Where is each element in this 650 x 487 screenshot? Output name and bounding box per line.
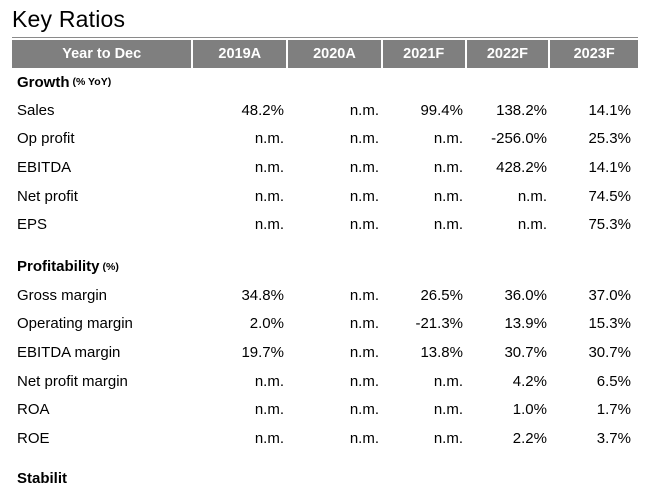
section-unit: (% YoY) [72, 76, 112, 88]
header-2021f: 2021F [382, 40, 465, 68]
cell-2020a: n.m. [349, 158, 379, 176]
cell-2020a: n.m. [349, 216, 379, 234]
row-label: Net profit margin [17, 372, 128, 390]
row-label: Gross margin [17, 286, 108, 304]
cell-2022f: 1.0% [512, 401, 547, 419]
cell-2021f: n.m. [433, 401, 463, 419]
cell-2020a: n.m. [349, 130, 379, 148]
cell-2019a: n.m. [254, 187, 284, 205]
cell-2022f: 2.2% [512, 429, 547, 447]
cell-2020a: n.m. [349, 315, 379, 333]
cell-2019a: n.m. [254, 216, 284, 234]
section-spacer [12, 239, 638, 253]
cell-2023f: 1.7% [596, 401, 631, 419]
cell-2023f: 15.3% [588, 315, 631, 333]
cell-2019a: 2.0% [249, 315, 284, 333]
table-row: ROE n.m. n.m. n.m. 2.2% 3.7% [12, 424, 638, 453]
row-label: EBITDA margin [17, 343, 121, 361]
section-title: Profitability [17, 258, 100, 276]
section-profitability: Profitability (%) [12, 253, 638, 281]
table-row: Gross margin 34.8% n.m. 26.5% 36.0% 37.0… [12, 281, 638, 310]
row-label: EBITDA [17, 158, 72, 176]
cell-2022f: 4.2% [512, 372, 547, 390]
cell-2023f: 14.1% [588, 101, 631, 119]
table-row: Operating margin 2.0% n.m. -21.3% 13.9% … [12, 310, 638, 339]
row-label: Operating margin [17, 315, 133, 333]
cell-2021f: 26.5% [420, 286, 463, 304]
cell-2020a: n.m. [349, 187, 379, 205]
cell-2021f: 99.4% [420, 101, 463, 119]
cell-2020a: n.m. [349, 372, 379, 390]
cell-2023f: 37.0% [588, 286, 631, 304]
cell-2021f: n.m. [433, 187, 463, 205]
header-2019a: 2019A [193, 40, 287, 68]
cell-2023f: 75.3% [588, 216, 631, 234]
cell-2023f: 14.1% [588, 158, 631, 176]
cell-2022f: 30.7% [504, 343, 547, 361]
header-2022f: 2022F [466, 40, 549, 68]
table-header: Year to Dec 2019A 2020A 2021F 2022F 2023… [12, 40, 639, 68]
table-row: Net profit n.m. n.m. n.m. n.m. 74.5% [12, 182, 638, 211]
table-row: Sales 48.2% n.m. 99.4% 138.2% 14.1% [12, 96, 638, 125]
cell-2021f: n.m. [433, 429, 463, 447]
header-year-to-dec: Year to Dec [12, 40, 192, 68]
cell-2020a: n.m. [349, 101, 379, 119]
title-divider [12, 37, 638, 38]
cell-2019a: n.m. [254, 401, 284, 419]
cell-2019a: 19.7% [241, 343, 284, 361]
table-row: ROA n.m. n.m. n.m. 1.0% 1.7% [12, 395, 638, 424]
row-label: EPS [17, 216, 48, 234]
cell-2019a: n.m. [254, 158, 284, 176]
cell-2019a: 48.2% [241, 101, 284, 119]
cell-2020a: n.m. [349, 429, 379, 447]
cell-2022f: n.m. [517, 216, 547, 234]
section-growth: Growth (% YoY) [12, 68, 638, 96]
row-label: Sales [17, 101, 55, 119]
row-label: Op profit [17, 130, 75, 148]
table-row: Op profit n.m. n.m. n.m. -256.0% 25.3% [12, 125, 638, 154]
cell-2023f: 3.7% [596, 429, 631, 447]
row-label: ROE [17, 429, 50, 447]
cell-2023f: 30.7% [588, 343, 631, 361]
cell-2022f: 36.0% [504, 286, 547, 304]
row-label: ROA [17, 401, 50, 419]
cell-2019a: 34.8% [241, 286, 284, 304]
cell-2023f: 6.5% [596, 372, 631, 390]
cell-2021f: n.m. [433, 130, 463, 148]
cell-2022f: 13.9% [504, 315, 547, 333]
section-unit: (%) [102, 260, 119, 273]
row-label: Net profit [17, 187, 78, 205]
cell-2020a: n.m. [349, 401, 379, 419]
cell-2019a: n.m. [254, 372, 284, 390]
cell-2023f: 74.5% [588, 187, 631, 205]
cell-2023f: 25.3% [588, 130, 631, 148]
table-row: EBITDA n.m. n.m. n.m. 428.2% 14.1% [12, 153, 638, 182]
cell-2019a: n.m. [254, 429, 284, 447]
table-row: EPS n.m. n.m. n.m. n.m. 75.3% [12, 210, 638, 239]
table-row: EBITDA margin 19.7% n.m. 13.8% 30.7% 30.… [12, 338, 638, 367]
header-2023f: 2023F [550, 40, 639, 68]
cell-2019a: n.m. [254, 130, 284, 148]
section-stability-cut-off: Stabilit [17, 470, 68, 487]
section-title: Growth [17, 73, 70, 91]
cell-2021f: n.m. [433, 216, 463, 234]
cell-2021f: 13.8% [420, 343, 463, 361]
cell-2021f: -21.3% [415, 315, 463, 333]
cell-2022f: 428.2% [496, 158, 547, 176]
cell-2022f: 138.2% [496, 101, 547, 119]
page-title: Key Ratios [12, 6, 126, 32]
cell-2020a: n.m. [349, 343, 379, 361]
cell-2022f: -256.0% [491, 130, 547, 148]
cell-2020a: n.m. [349, 286, 379, 304]
cell-2021f: n.m. [433, 158, 463, 176]
cell-2021f: n.m. [433, 372, 463, 390]
table-row: Net profit margin n.m. n.m. n.m. 4.2% 6.… [12, 367, 638, 396]
key-ratios-table: Year to Dec 2019A 2020A 2021F 2022F 2023… [12, 40, 639, 453]
header-2020a: 2020A [288, 40, 381, 68]
cell-2022f: n.m. [517, 187, 547, 205]
